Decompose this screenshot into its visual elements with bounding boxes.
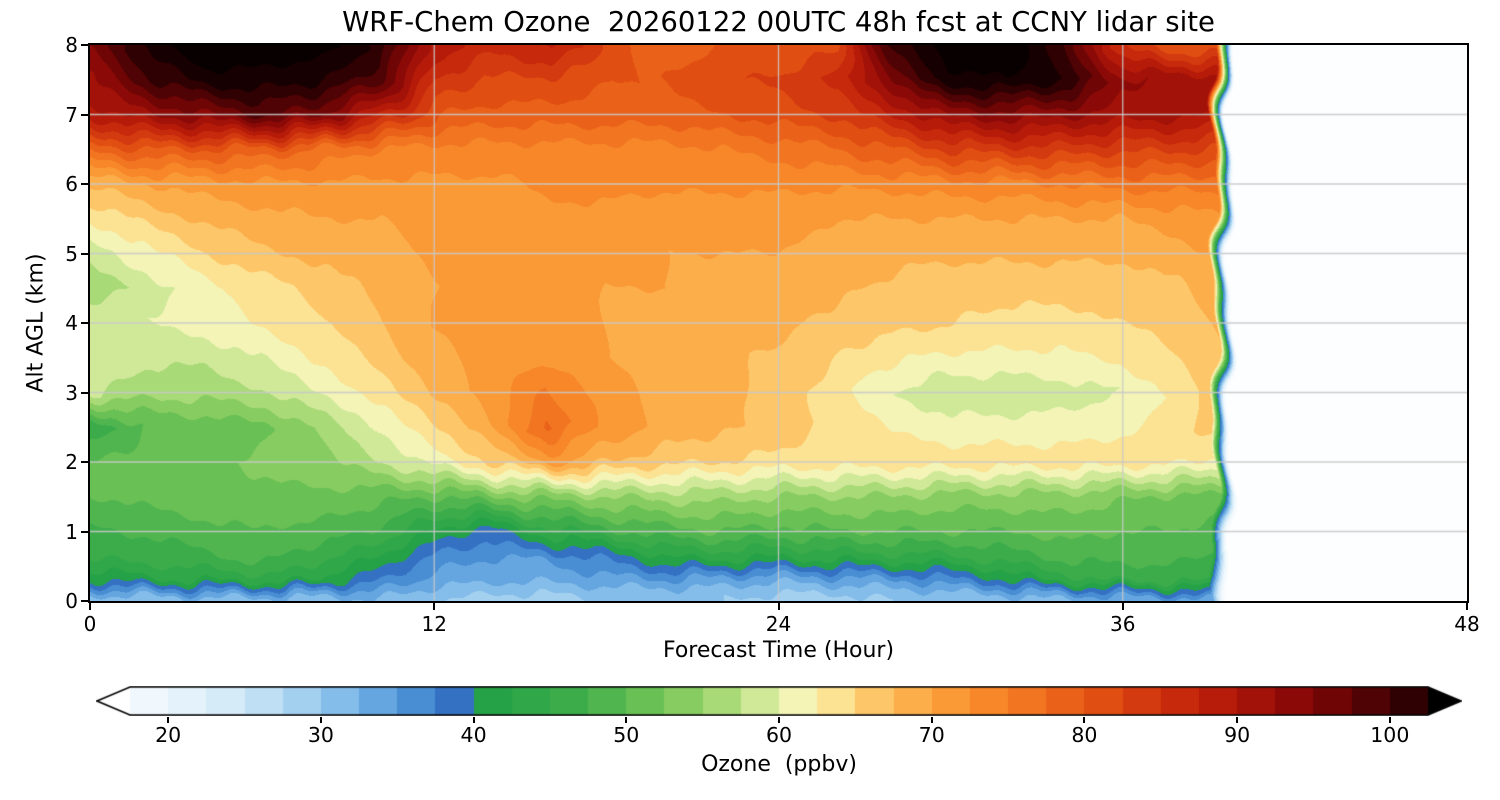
colorbar-tick-mark: [1083, 717, 1086, 723]
y-tick-label: 2: [65, 450, 78, 474]
x-tick-mark: [1121, 603, 1124, 610]
y-tick-label: 6: [65, 172, 78, 196]
y-tick-mark: [81, 391, 88, 394]
y-tick-mark: [81, 44, 88, 46]
x-tick-mark: [433, 603, 436, 610]
y-tick-label: 0: [65, 589, 78, 613]
x-tick-label: 0: [83, 612, 97, 636]
y-tick-mark: [81, 530, 88, 533]
x-tick-mark: [89, 603, 91, 610]
colorbar-tick-label: 100: [1370, 723, 1410, 747]
colorbar-tick-mark: [319, 717, 322, 723]
colorbar-tick-label: 60: [765, 723, 793, 747]
ozone-heatmap-canvas: [90, 45, 1467, 601]
x-tick-label: 36: [1110, 612, 1136, 636]
colorbar-tick-mark: [1388, 717, 1391, 723]
y-tick-mark: [81, 252, 88, 255]
plot-area: [88, 43, 1469, 603]
y-tick-mark: [81, 113, 88, 116]
colorbar-tick-mark: [778, 717, 780, 723]
colorbar-canvas: [96, 686, 1462, 716]
x-tick-label: 12: [421, 612, 447, 636]
colorbar-label: Ozone (ppbv): [701, 752, 857, 777]
colorbar-tick-mark: [625, 717, 628, 723]
colorbar-tick-label: 20: [155, 723, 182, 747]
colorbar-tick-label: 90: [1224, 723, 1251, 747]
y-tick-mark: [81, 183, 88, 185]
colorbar-tick-label: 40: [460, 723, 487, 747]
chart-title: WRF-Chem Ozone 20260122 00UTC 48h fcst a…: [342, 6, 1215, 38]
y-axis-label: Alt AGL (km): [23, 253, 49, 393]
colorbar-tick-mark: [1236, 717, 1239, 723]
colorbar-tick-label: 30: [307, 723, 334, 747]
x-tick-mark: [1466, 603, 1468, 610]
x-tick-label: 48: [1454, 612, 1480, 636]
colorbar-tick-label: 50: [613, 723, 640, 747]
y-tick-mark: [81, 600, 88, 602]
x-tick-mark: [777, 603, 780, 610]
y-tick-mark: [81, 322, 88, 324]
colorbar-tick-mark: [167, 717, 170, 723]
y-tick-label: 8: [65, 33, 78, 57]
y-tick-mark: [81, 461, 88, 463]
y-tick-label: 1: [65, 519, 78, 544]
x-tick-label: 24: [765, 612, 792, 636]
colorbar-tick-mark: [472, 717, 475, 723]
y-tick-label: 7: [65, 102, 78, 127]
colorbar-tick-label: 80: [1071, 723, 1098, 747]
x-axis-label: Forecast Time (Hour): [662, 638, 895, 663]
colorbar-tick-mark: [930, 717, 933, 723]
colorbar-tick-label: 70: [918, 723, 945, 747]
